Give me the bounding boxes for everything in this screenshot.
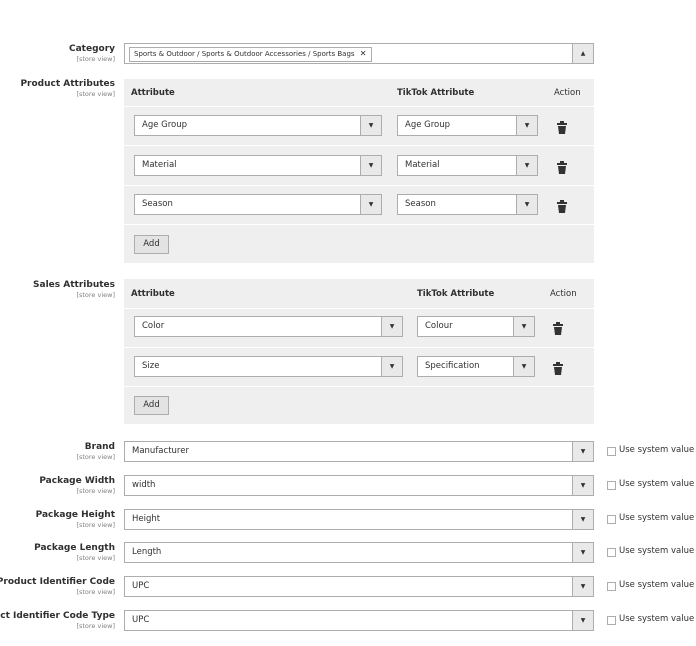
header-action: Action bbox=[550, 289, 577, 299]
use-system-value-label[interactable]: Use system value bbox=[619, 580, 695, 590]
chevron-down-icon: ▼ bbox=[516, 156, 537, 175]
chevron-down-icon: ▼ bbox=[516, 195, 537, 214]
attribute-select[interactable]: Size ▼ bbox=[134, 356, 403, 377]
chevron-down-icon: ▼ bbox=[572, 510, 593, 529]
trash-icon[interactable] bbox=[556, 198, 568, 213]
chevron-down-icon: ▼ bbox=[381, 317, 402, 336]
tiktok-attribute-select[interactable]: Material ▼ bbox=[397, 155, 538, 176]
use-system-value-label[interactable]: Use system value bbox=[619, 614, 695, 624]
chevron-down-icon: ▼ bbox=[513, 317, 534, 336]
field-label: Package Width [store view] bbox=[39, 476, 115, 495]
field-label: Product Identifier Code [store view] bbox=[0, 577, 115, 596]
chevron-down-icon: ▼ bbox=[572, 611, 593, 630]
field-select[interactable]: Height ▼ bbox=[124, 509, 594, 530]
chevron-down-icon: ▼ bbox=[381, 357, 402, 376]
attribute-select[interactable]: Material ▼ bbox=[134, 155, 382, 176]
field-label: Brand [store view] bbox=[76, 442, 115, 461]
product-attributes-label: Product Attributes [store view] bbox=[20, 79, 115, 98]
tiktok-attribute-select[interactable]: Colour ▼ bbox=[417, 316, 535, 337]
header-attribute: Attribute bbox=[131, 88, 175, 98]
chevron-down-icon: ▼ bbox=[516, 116, 537, 135]
category-multiselect[interactable]: Sports & Outdoor / Sports & Outdoor Acce… bbox=[124, 43, 594, 64]
chevron-down-icon: ▼ bbox=[360, 156, 381, 175]
chevron-down-icon: ▼ bbox=[572, 577, 593, 596]
chevron-down-icon: ▼ bbox=[572, 442, 593, 461]
use-system-value-checkbox[interactable] bbox=[607, 582, 616, 591]
use-system-value-checkbox[interactable] bbox=[607, 616, 616, 625]
chevron-down-icon: ▼ bbox=[572, 476, 593, 495]
field-label: Package Length [store view] bbox=[34, 543, 115, 562]
category-chip: Sports & Outdoor / Sports & Outdoor Acce… bbox=[129, 47, 372, 62]
use-system-value-label[interactable]: Use system value bbox=[619, 513, 695, 523]
field-select[interactable]: UPC ▼ bbox=[124, 610, 594, 631]
use-system-value-checkbox[interactable] bbox=[607, 447, 616, 456]
attribute-select[interactable]: Color ▼ bbox=[134, 316, 403, 337]
chevron-down-icon: ▼ bbox=[572, 543, 593, 562]
header-tiktok-attribute: TikTok Attribute bbox=[417, 289, 495, 299]
tiktok-attribute-select[interactable]: Season ▼ bbox=[397, 194, 538, 215]
trash-icon[interactable] bbox=[556, 159, 568, 174]
use-system-value-label[interactable]: Use system value bbox=[619, 479, 695, 489]
use-system-value-checkbox[interactable] bbox=[607, 548, 616, 557]
field-select[interactable]: Manufacturer ▼ bbox=[124, 441, 594, 462]
header-tiktok-attribute: TikTok Attribute bbox=[397, 88, 475, 98]
sales-attributes-label: Sales Attributes [store view] bbox=[33, 280, 115, 299]
add-product-attribute-button[interactable]: Add bbox=[134, 235, 169, 254]
add-sales-attribute-button[interactable]: Add bbox=[134, 396, 169, 415]
trash-icon[interactable] bbox=[552, 320, 564, 335]
category-label: Category [store view] bbox=[68, 44, 115, 63]
use-system-value-checkbox[interactable] bbox=[607, 515, 616, 524]
trash-icon[interactable] bbox=[556, 119, 568, 134]
close-icon[interactable]: ✕ bbox=[359, 49, 367, 58]
field-label: Package Height [store view] bbox=[35, 510, 115, 529]
chevron-down-icon: ▼ bbox=[360, 195, 381, 214]
header-action: Action bbox=[554, 88, 581, 98]
header-attribute: Attribute bbox=[131, 289, 175, 299]
chevron-down-icon: ▼ bbox=[360, 116, 381, 135]
tiktok-attribute-select[interactable]: Age Group ▼ bbox=[397, 115, 538, 136]
field-select[interactable]: UPC ▼ bbox=[124, 576, 594, 597]
attribute-select[interactable]: Age Group ▼ bbox=[134, 115, 382, 136]
chevron-down-icon: ▼ bbox=[513, 357, 534, 376]
field-label: Product Identifier Code Type[store view] bbox=[0, 611, 115, 630]
chevron-up-icon[interactable]: ▲ bbox=[572, 44, 593, 63]
field-select[interactable]: width ▼ bbox=[124, 475, 594, 496]
use-system-value-label[interactable]: Use system value bbox=[619, 445, 695, 455]
sales-attributes-table: Attribute TikTok Attribute Action bbox=[124, 279, 594, 424]
attribute-select[interactable]: Season ▼ bbox=[134, 194, 382, 215]
tiktok-attribute-select[interactable]: Specification ▼ bbox=[417, 356, 535, 377]
field-select[interactable]: Length ▼ bbox=[124, 542, 594, 563]
use-system-value-checkbox[interactable] bbox=[607, 481, 616, 490]
use-system-value-label[interactable]: Use system value bbox=[619, 546, 695, 556]
trash-icon[interactable] bbox=[552, 360, 564, 375]
